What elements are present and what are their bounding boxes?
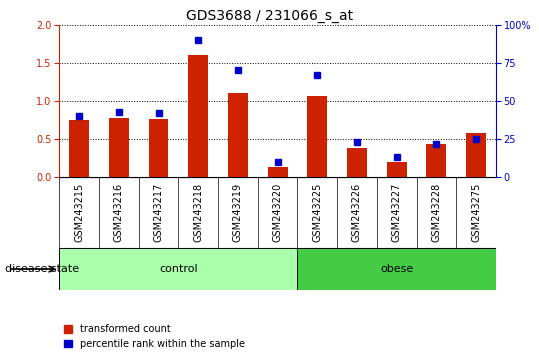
Bar xyxy=(59,248,298,290)
Text: GSM243216: GSM243216 xyxy=(114,183,124,242)
Text: GSM243217: GSM243217 xyxy=(154,183,163,242)
Text: control: control xyxy=(159,264,198,274)
Bar xyxy=(228,93,248,177)
Bar xyxy=(466,133,486,177)
Text: GSM243219: GSM243219 xyxy=(233,183,243,242)
Text: GSM243226: GSM243226 xyxy=(352,183,362,242)
Text: GSM243218: GSM243218 xyxy=(193,183,203,242)
Text: GSM243220: GSM243220 xyxy=(273,183,282,242)
Text: GDS3688 / 231066_s_at: GDS3688 / 231066_s_at xyxy=(186,9,353,23)
Text: GSM243225: GSM243225 xyxy=(312,183,322,242)
Bar xyxy=(307,96,327,177)
Bar xyxy=(69,120,89,177)
Bar xyxy=(298,248,496,290)
Bar xyxy=(426,144,446,177)
Bar xyxy=(149,119,168,177)
Bar xyxy=(109,118,129,177)
Text: GSM243215: GSM243215 xyxy=(74,183,84,242)
Text: disease state: disease state xyxy=(5,264,80,274)
Bar xyxy=(188,55,208,177)
Bar xyxy=(347,148,367,177)
Bar xyxy=(386,162,406,177)
Legend: transformed count, percentile rank within the sample: transformed count, percentile rank withi… xyxy=(64,324,245,349)
Bar xyxy=(268,167,287,177)
Text: GSM243275: GSM243275 xyxy=(471,183,481,242)
Text: obese: obese xyxy=(380,264,413,274)
Text: GSM243227: GSM243227 xyxy=(392,183,402,242)
Text: GSM243228: GSM243228 xyxy=(431,183,441,242)
